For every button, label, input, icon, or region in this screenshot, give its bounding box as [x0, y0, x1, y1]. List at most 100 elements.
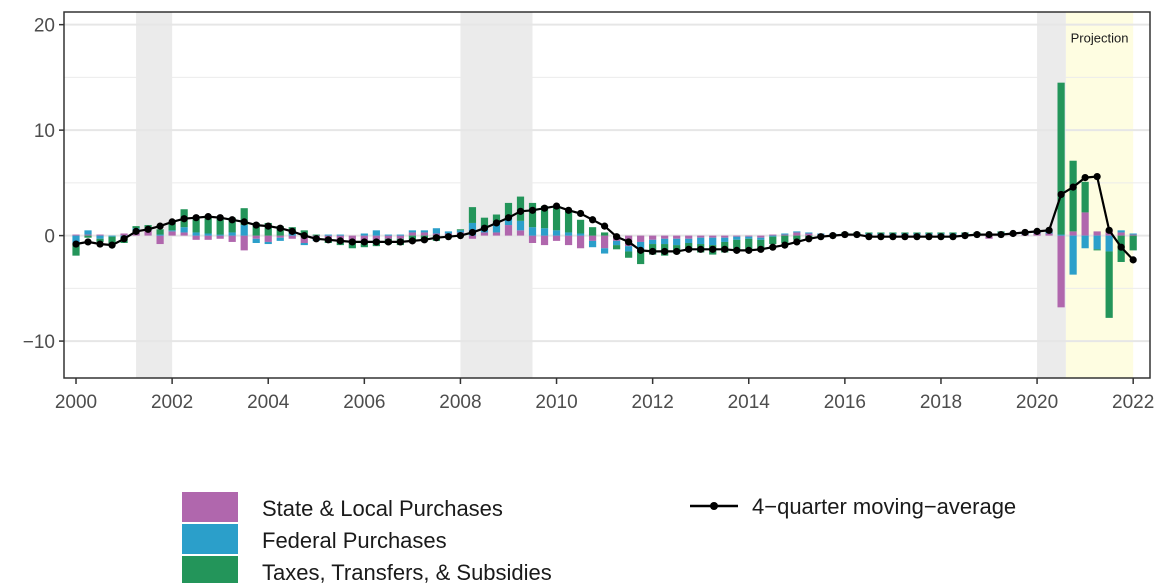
moving-average-point — [1057, 190, 1065, 199]
legend-swatch — [182, 492, 238, 522]
grid-layer — [64, 23, 1150, 343]
bar-segment — [96, 235, 104, 239]
moving-average-layer — [72, 172, 1137, 264]
bar-segment — [84, 230, 92, 235]
bar-segment — [108, 235, 116, 237]
legend-swatch — [182, 524, 238, 554]
bar-segment — [216, 218, 224, 235]
moving-average-point — [997, 230, 1005, 239]
moving-average-point — [108, 241, 116, 249]
bar-segment — [120, 233, 128, 236]
bars-layer — [72, 82, 1137, 318]
moving-average-point — [841, 230, 849, 239]
bar-segment — [72, 242, 80, 256]
moving-average-point — [156, 222, 164, 230]
bar-segment — [180, 227, 188, 233]
moving-average-point — [588, 216, 597, 224]
x-tick-label: 2010 — [535, 392, 577, 413]
moving-average-point — [480, 224, 489, 232]
bar-segment — [937, 232, 945, 234]
bar-segment — [877, 232, 885, 234]
bar-segment — [588, 240, 597, 248]
moving-average-point — [336, 237, 344, 245]
x-tick-label: 2012 — [632, 392, 674, 413]
bar-segment — [228, 235, 236, 242]
bar-segment — [673, 238, 681, 246]
bar-segment — [1069, 160, 1077, 232]
bar-segment — [576, 233, 585, 236]
moving-average-point — [769, 243, 777, 251]
bar-segment — [1117, 232, 1125, 236]
legend-label: 4−quarter moving−average — [752, 494, 1016, 519]
moving-average-point — [192, 214, 200, 222]
x-tick-label: 2014 — [728, 392, 771, 413]
moving-average-point — [1129, 256, 1137, 264]
moving-average-point — [673, 247, 681, 256]
bar-segment — [588, 227, 597, 236]
moving-average-point — [312, 235, 320, 243]
moving-average-point — [781, 241, 789, 249]
moving-average-point — [576, 209, 585, 218]
moving-average-point — [1033, 227, 1041, 235]
bar-segment — [144, 230, 152, 236]
bar-segment — [600, 235, 609, 249]
bar-segment — [637, 235, 645, 242]
bar-segment — [697, 237, 705, 245]
bar-segment — [600, 232, 609, 236]
moving-average-point — [456, 232, 465, 240]
moving-average-point — [949, 233, 957, 241]
bar-segment — [420, 232, 429, 236]
bar-segment — [432, 228, 441, 234]
bar-segment — [516, 230, 525, 236]
bar-segment — [661, 235, 669, 239]
bar-segment — [552, 230, 561, 236]
moving-average-point — [384, 238, 392, 246]
moving-average-point — [865, 233, 873, 241]
bar-segment — [889, 232, 897, 234]
bar-segment — [865, 232, 873, 234]
bar-segment — [721, 237, 729, 242]
bar-segment — [769, 234, 777, 236]
moving-average-point — [228, 216, 236, 224]
moving-average-point — [168, 218, 176, 226]
bar-segment — [925, 232, 933, 234]
moving-average-point — [973, 230, 981, 239]
bar-segment — [552, 235, 561, 241]
moving-average-point — [300, 232, 308, 240]
moving-average-point — [625, 238, 633, 246]
bar-segment — [685, 235, 693, 239]
bar-segment — [673, 235, 681, 239]
bar-segment — [384, 235, 392, 239]
bar-segment — [745, 238, 753, 251]
bar-segment — [468, 235, 477, 239]
bar-segment — [492, 224, 501, 233]
moving-average-point — [84, 238, 92, 246]
bar-segment — [276, 235, 284, 238]
projection-band — [1065, 12, 1134, 378]
y-tick-label: −10 — [23, 332, 55, 353]
bar-segment — [192, 232, 200, 236]
moving-average-point — [252, 221, 260, 229]
bar-segment — [757, 239, 765, 251]
moving-average-point — [877, 233, 885, 241]
bar-segment — [300, 235, 308, 243]
bar-segment — [132, 226, 140, 229]
bar-segment — [1093, 231, 1101, 236]
x-tick-label: 2004 — [247, 392, 290, 413]
bar-segment — [649, 235, 657, 240]
x-tick-label: 2002 — [151, 392, 193, 413]
moving-average-point — [757, 245, 765, 253]
bar-segment — [1129, 235, 1137, 251]
bar-segment — [360, 235, 368, 241]
moving-average-point — [132, 227, 140, 235]
bar-segment — [805, 233, 813, 236]
bar-segment — [372, 235, 380, 240]
moving-average-point — [180, 215, 188, 223]
moving-average-point — [504, 214, 513, 222]
bar-segment — [348, 242, 356, 249]
recession-band — [136, 12, 173, 378]
bar-segment — [625, 246, 633, 252]
moving-average-point — [264, 222, 272, 230]
bar-segment — [480, 217, 489, 227]
moving-average-point — [721, 245, 729, 253]
